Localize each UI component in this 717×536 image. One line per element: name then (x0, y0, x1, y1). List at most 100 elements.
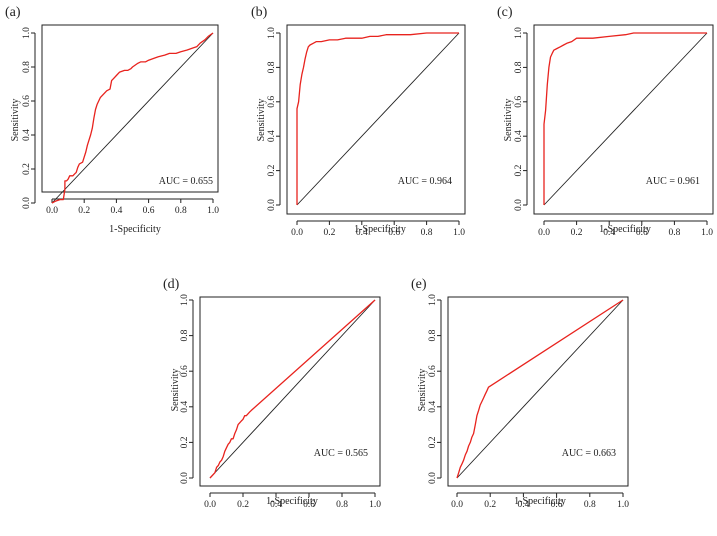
y-tick-label: 1.0 (180, 294, 190, 306)
auc-label: AUC = 0.663 (562, 448, 616, 459)
x-tick-label: 1.0 (453, 228, 465, 238)
auc-label: AUC = 0.964 (398, 176, 452, 187)
x-tick-label: 0.6 (551, 500, 563, 510)
y-axis-label: Sensitivity (256, 99, 267, 142)
x-tick-label: 0.8 (668, 228, 680, 238)
roc-curve (296, 32, 459, 205)
plot-frame (533, 24, 714, 215)
y-tick-label: 0.2 (22, 163, 32, 175)
y-tick-label: 0.4 (428, 401, 438, 413)
y-tick-label: 0.2 (428, 436, 438, 448)
x-axis-label: 1-Specificity (354, 224, 406, 235)
x-tick-label: 0.6 (143, 206, 155, 216)
y-axis-label: Sensitivity (10, 99, 21, 142)
x-tick-label: 0.6 (388, 228, 400, 238)
x-tick-label: 0.0 (538, 228, 550, 238)
auc-label: AUC = 0.655 (159, 176, 213, 187)
x-tick-label: 0.6 (636, 228, 648, 238)
y-tick-label: 0.4 (180, 401, 190, 413)
y-tick-label: 0.8 (180, 329, 190, 341)
reference-diagonal (543, 32, 708, 206)
y-tick-label: 0.8 (428, 329, 438, 341)
y-tick-label: 0.4 (514, 130, 524, 142)
y-tick-label: 1.0 (267, 27, 277, 39)
y-tick-label: 0.0 (514, 199, 524, 211)
x-tick-label: 0.0 (291, 228, 303, 238)
y-tick-label: 0.0 (22, 197, 32, 209)
panel-label: (a) (5, 5, 21, 20)
roc-panel-2: (b) 0.0 0.2 0.4 0.6 0.8 1.0 0.0 0.2 0.4 0.6 0.8 1.0 1… (251, 5, 466, 238)
x-tick-label: 0.4 (270, 500, 282, 510)
y-axis-label: Sensitivity (170, 369, 181, 412)
roc-panel-1: (a) 0.0 0.2 0.4 0.6 0.8 1.0 0.0 0.2 0.4 0.6 0.8 1.0 1… (5, 5, 219, 235)
y-tick-label: 0.6 (267, 96, 277, 108)
y-tick-label: 0.8 (267, 61, 277, 73)
auc-label: AUC = 0.961 (646, 176, 700, 187)
x-tick-label: 0.8 (175, 206, 187, 216)
x-tick-label: 0.4 (356, 228, 368, 238)
roc-curve (456, 299, 624, 479)
x-tick-label: 0.2 (484, 500, 496, 510)
y-tick-label: 0.8 (22, 61, 32, 73)
plot-frame (41, 24, 219, 193)
x-tick-label: 0.2 (78, 206, 90, 216)
y-tick-label: 0.0 (428, 472, 438, 484)
x-tick-label: 1.0 (617, 500, 629, 510)
y-tick-label: 0.6 (180, 365, 190, 377)
x-tick-label: 1.0 (207, 206, 219, 216)
y-axis-label: Sensitivity (417, 369, 428, 412)
panel-label: (e) (411, 277, 427, 292)
x-tick-label: 0.8 (336, 500, 348, 510)
y-tick-label: 0.6 (428, 365, 438, 377)
x-axis-label: 1-Specificity (514, 496, 566, 507)
x-tick-label: 0.0 (451, 500, 463, 510)
x-tick-label: 0.6 (303, 500, 315, 510)
roc-curve (209, 299, 376, 479)
y-tick-label: 0.2 (267, 164, 277, 176)
y-tick-label: 1.0 (428, 294, 438, 306)
y-tick-label: 0.6 (22, 95, 32, 107)
x-tick-label: 0.0 (46, 206, 58, 216)
reference-diagonal (51, 32, 214, 204)
panel-label: (b) (251, 5, 268, 20)
x-axis-label: 1-Specificity (266, 496, 318, 507)
y-tick-label: 1.0 (514, 27, 524, 39)
x-tick-label: 0.2 (323, 228, 335, 238)
plot-frame (447, 296, 629, 487)
x-axis-label: 1-Specificity (109, 224, 161, 235)
plot-frame (286, 24, 466, 215)
x-tick-label: 1.0 (369, 500, 381, 510)
x-axis-label: 1-Specificity (599, 224, 651, 235)
y-tick-label: 0.4 (267, 130, 277, 142)
x-tick-label: 0.2 (237, 500, 249, 510)
roc-panel-3: (c) 0.0 0.2 0.4 0.6 0.8 1.0 0.0 0.2 0.4 0.6 0.8 1.0 1… (497, 5, 714, 238)
x-tick-label: 0.4 (603, 228, 615, 238)
panel-label: (c) (497, 5, 513, 20)
y-tick-label: 1.0 (22, 27, 32, 39)
x-tick-label: 0.2 (571, 228, 583, 238)
y-tick-label: 0.0 (267, 199, 277, 211)
roc-curve (51, 32, 214, 204)
y-tick-label: 0.0 (180, 472, 190, 484)
y-axis-label: Sensitivity (503, 99, 514, 142)
reference-diagonal (456, 299, 624, 479)
roc-panel-5: (e) 0.0 0.2 0.4 0.6 0.8 1.0 0.0 0.2 0.4 0.6 0.8 1.0 1… (411, 277, 629, 510)
y-tick-label: 0.6 (514, 96, 524, 108)
y-tick-label: 0.2 (514, 164, 524, 176)
auc-label: AUC = 0.565 (314, 448, 368, 459)
x-tick-label: 0.8 (584, 500, 596, 510)
x-tick-label: 0.4 (517, 500, 529, 510)
x-tick-label: 0.8 (421, 228, 433, 238)
x-tick-label: 0.4 (110, 206, 122, 216)
x-tick-label: 0.0 (204, 500, 216, 510)
roc-panel-4: (d) 0.0 0.2 0.4 0.6 0.8 1.0 0.0 0.2 0.4 0.6 0.8 1.0 1… (163, 277, 381, 510)
y-tick-label: 0.4 (22, 129, 32, 141)
y-tick-label: 0.8 (514, 61, 524, 73)
roc-curve (543, 32, 707, 205)
plot-frame (199, 296, 381, 487)
panel-label: (d) (163, 277, 180, 292)
x-tick-label: 1.0 (701, 228, 713, 238)
y-tick-label: 0.2 (180, 436, 190, 448)
reference-diagonal (296, 32, 460, 206)
